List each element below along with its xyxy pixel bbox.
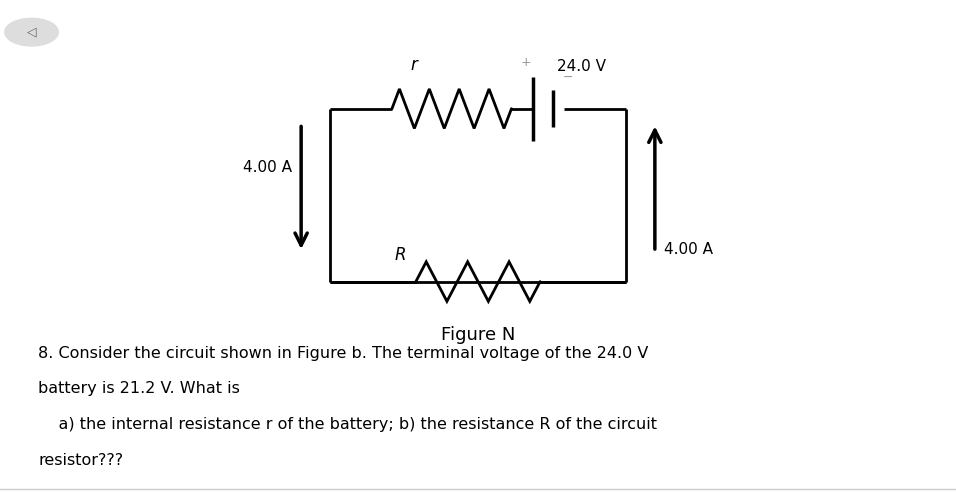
Text: resistor???: resistor???: [38, 453, 123, 467]
Text: 4.00 A: 4.00 A: [664, 242, 713, 257]
Text: r: r: [410, 56, 417, 74]
Text: 8. Consider the circuit shown in Figure b. The terminal voltage of the 24.0 V: 8. Consider the circuit shown in Figure …: [38, 346, 648, 361]
Text: battery is 21.2 V. What is: battery is 21.2 V. What is: [38, 381, 240, 396]
Text: −: −: [563, 71, 573, 84]
Text: a) the internal resistance r of the battery; b) the resistance R of the circuit: a) the internal resistance r of the batt…: [38, 417, 657, 432]
Text: Figure N: Figure N: [441, 326, 515, 344]
Circle shape: [5, 18, 58, 46]
Text: ◁: ◁: [27, 26, 36, 39]
Text: +: +: [520, 56, 532, 69]
Text: 24.0 V: 24.0 V: [556, 59, 606, 74]
Text: 4.00 A: 4.00 A: [243, 161, 292, 175]
Text: R: R: [395, 247, 406, 264]
